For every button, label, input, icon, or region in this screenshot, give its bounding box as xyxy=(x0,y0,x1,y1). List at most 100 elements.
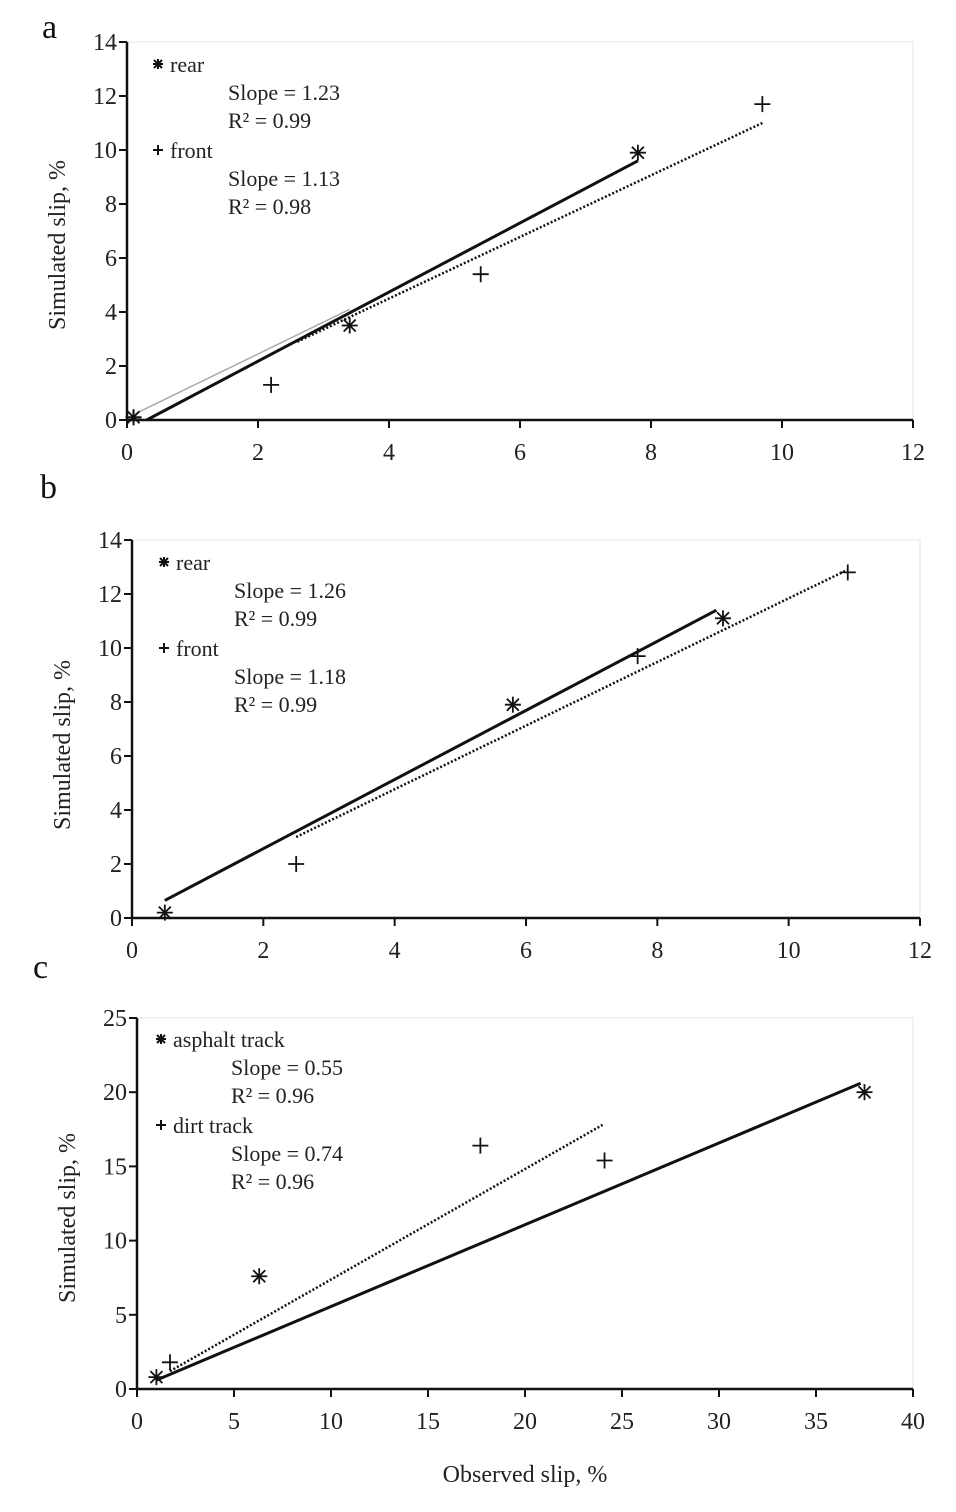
slope-annotation: Slope = 0.55 xyxy=(231,1055,343,1080)
fit-line-front xyxy=(295,568,849,839)
x-tick-label: 10 xyxy=(770,440,794,466)
y-tick-label: 0 xyxy=(110,906,122,932)
r2-annotation: R² = 0.98 xyxy=(228,194,311,219)
y-tick-label: 12 xyxy=(98,582,122,608)
y-axis-label: Simulated slip, % xyxy=(45,160,71,330)
y-tick-label: 0 xyxy=(115,1377,127,1403)
y-tick-label: 10 xyxy=(103,1229,127,1255)
y-tick-label: 8 xyxy=(110,690,122,716)
x-tick-label: 15 xyxy=(416,1409,440,1435)
x-tick-label: 5 xyxy=(228,1409,240,1435)
legend-rear: rear Slope = 1.26 R² = 0.99 xyxy=(159,550,346,631)
slope-annotation: Slope = 1.13 xyxy=(228,166,340,191)
x-tick-label: 8 xyxy=(645,440,657,466)
legend-front: front Slope = 1.18 R² = 0.99 xyxy=(159,636,346,717)
data-point-front xyxy=(629,648,646,665)
fit-line-rear xyxy=(164,608,718,902)
x-tick-label: 0 xyxy=(131,1409,143,1435)
y-tick-label: 14 xyxy=(98,528,122,554)
fit-line-rear xyxy=(145,159,639,422)
x-tick-label: 0 xyxy=(121,440,133,466)
slope-annotation: Slope = 1.23 xyxy=(228,80,340,105)
x-tick-label: 12 xyxy=(901,440,925,466)
r2-annotation: R² = 0.96 xyxy=(231,1083,314,1108)
fit-line-front xyxy=(296,121,763,343)
y-tick-label: 6 xyxy=(110,744,122,770)
data-point-front xyxy=(754,96,771,113)
data-point-front xyxy=(839,564,856,581)
x-tick-label: 6 xyxy=(520,938,532,964)
reference-line xyxy=(133,308,351,416)
marker-stroke xyxy=(252,1269,266,1283)
data-point-rear xyxy=(341,317,358,334)
x-tick-label: 20 xyxy=(513,1409,537,1435)
fit-line-dirt-track xyxy=(169,1123,604,1373)
x-tick-label: 30 xyxy=(707,1409,731,1435)
r2-annotation: R² = 0.99 xyxy=(234,692,317,717)
data-point-rear xyxy=(629,144,646,161)
legend-marker xyxy=(159,557,169,567)
legend-rear: rear Slope = 1.23 R² = 0.99 xyxy=(153,52,340,133)
y-axis-label: Simulated slip, % xyxy=(55,1133,81,1303)
slope-annotation: Slope = 1.18 xyxy=(234,664,346,689)
data-point-front xyxy=(125,409,142,426)
x-tick-label: 12 xyxy=(908,938,932,964)
panel-b: 0 2 4 6 8 10 12 0 2 4 6 8 10 12 14 b Simulated slip, % re… xyxy=(40,469,932,964)
panel-label: b xyxy=(40,469,57,506)
data-point-dirt-track xyxy=(161,1354,178,1371)
x-tick-label: 40 xyxy=(901,1409,925,1435)
legend-label: dirt track xyxy=(173,1113,253,1138)
marker-stroke xyxy=(343,318,357,333)
legend-dirt-track: dirt track Slope = 0.74 R² = 0.96 xyxy=(156,1113,343,1194)
data-point-front xyxy=(263,376,280,393)
marker-stroke xyxy=(716,611,730,625)
x-tick-label: 10 xyxy=(319,1409,343,1435)
legend-label: asphalt track xyxy=(173,1027,285,1052)
data-point-front xyxy=(472,266,489,283)
x-tick-label: 2 xyxy=(252,440,264,466)
y-tick-label: 6 xyxy=(105,246,117,272)
r2-annotation: R² = 0.99 xyxy=(234,606,317,631)
y-tick-label: 10 xyxy=(98,636,122,662)
x-tick-label: 6 xyxy=(514,440,526,466)
legend-label: rear xyxy=(176,550,211,575)
y-tick-label: 25 xyxy=(103,1006,127,1032)
data-point-dirt-track xyxy=(472,1137,489,1154)
legend-asphalt-track: asphalt track Slope = 0.55 R² = 0.96 xyxy=(156,1027,343,1108)
y-tick-label: 12 xyxy=(93,84,117,110)
y-tick-label: 14 xyxy=(93,30,117,56)
data-point-rear xyxy=(156,904,173,921)
marker-stroke xyxy=(857,1085,872,1099)
slope-annotation: Slope = 1.26 xyxy=(234,578,346,603)
y-tick-label: 8 xyxy=(105,192,117,218)
y-tick-label: 4 xyxy=(110,798,122,824)
legend-front: front Slope = 1.13 R² = 0.98 xyxy=(153,138,340,219)
legend-label: front xyxy=(176,636,219,661)
x-tick-label: 4 xyxy=(383,440,395,466)
data-point-asphalt-track xyxy=(148,1369,165,1386)
marker-stroke xyxy=(149,1370,164,1384)
y-tick-label: 2 xyxy=(110,852,122,878)
legend-marker xyxy=(153,59,163,69)
x-tick-label: 25 xyxy=(610,1409,634,1435)
marker-stroke xyxy=(506,698,520,712)
marker-stroke xyxy=(631,146,645,160)
data-point-asphalt-track xyxy=(856,1084,873,1101)
y-tick-label: 2 xyxy=(105,354,117,380)
data-point-rear xyxy=(715,610,731,627)
panel-a: 0 2 4 6 8 10 12 0 2 4 6 8 10 12 14 a Simulated slip, % re… xyxy=(42,9,925,466)
data-point-front xyxy=(288,856,305,872)
data-point-asphalt-track xyxy=(251,1268,268,1285)
y-axis-label: Simulated slip, % xyxy=(50,660,76,830)
slope-annotation: Slope = 0.74 xyxy=(231,1141,343,1166)
panel-c: 0 5 10 15 20 25 30 35 40 0 5 10 15 20 25 c Simulated sli… xyxy=(33,949,925,1488)
y-tick-label: 4 xyxy=(105,300,117,326)
x-tick-label: 35 xyxy=(804,1409,828,1435)
x-tick-label: 8 xyxy=(651,938,663,964)
y-tick-label: 0 xyxy=(105,408,117,434)
x-tick-label: 10 xyxy=(777,938,801,964)
legend-label: rear xyxy=(170,52,205,77)
x-tick-label: 2 xyxy=(257,938,269,964)
x-tick-label: 4 xyxy=(389,938,401,964)
